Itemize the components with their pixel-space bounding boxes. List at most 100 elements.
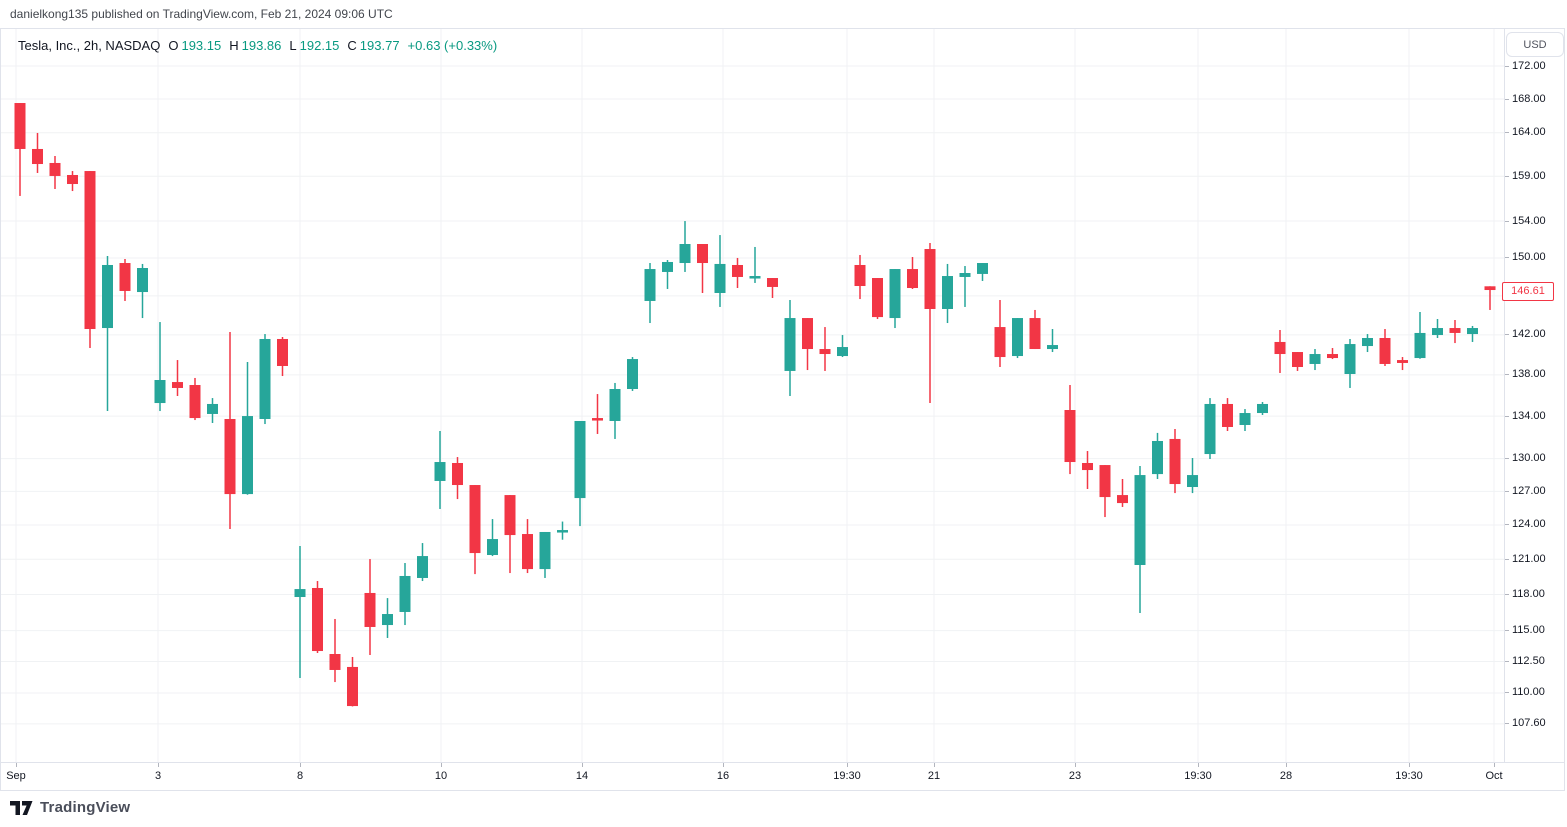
legend-change: +0.63 (+0.33%) (407, 37, 498, 53)
price-axis-label: 159.00 (1512, 169, 1546, 182)
candle (644, 269, 656, 301)
candle (504, 495, 516, 536)
candle (84, 171, 96, 330)
time-axis-tick (15, 763, 17, 767)
candle (329, 654, 341, 670)
price-axis-tick (1505, 220, 1509, 222)
legend-high-label: H (229, 37, 239, 53)
candle (434, 462, 446, 481)
candle (819, 349, 831, 355)
legend-open-value: 193.15 (181, 37, 222, 53)
candle (102, 264, 113, 329)
candle (452, 462, 463, 486)
candle (592, 418, 603, 421)
candle (679, 244, 691, 264)
candle (977, 263, 988, 274)
price-axis-label: 142.00 (1512, 328, 1546, 341)
time-axis-tick (1493, 763, 1495, 767)
price-axis-tick (1505, 630, 1509, 632)
legend-high-value: 193.86 (241, 37, 282, 53)
currency-usd-button[interactable]: USD (1506, 32, 1564, 57)
time-axis-label: 16 (716, 770, 730, 782)
candle (889, 269, 901, 319)
candle (49, 162, 61, 176)
candle (837, 347, 848, 357)
candle (662, 261, 673, 272)
candle (1257, 403, 1268, 414)
candle (627, 359, 638, 390)
candle (172, 382, 183, 388)
candle (1099, 465, 1111, 498)
candle (994, 327, 1006, 358)
symbol-title[interactable]: Tesla, Inc., 2h, NASDAQ (18, 37, 161, 53)
time-axis-tick (846, 763, 848, 767)
candle (1029, 318, 1041, 350)
candle (1344, 344, 1356, 374)
price-axis-tick (1505, 524, 1509, 526)
price-axis-label: 172.00 (1512, 59, 1546, 72)
candle (1362, 337, 1373, 347)
price-axis-tick (1505, 660, 1509, 662)
candle (574, 420, 586, 499)
chart-widget: Tesla, Inc., 2h, NASDAQ O 193.15 H 193.86 … (0, 28, 1565, 791)
candle (907, 269, 918, 289)
candle (399, 575, 411, 612)
price-axis-label: 138.00 (1512, 368, 1546, 381)
candle (1309, 354, 1321, 364)
price-axis-label: 118.00 (1512, 588, 1545, 600)
time-axis-label: 8 (296, 770, 304, 782)
time-axis-label: Sep (6, 770, 26, 782)
candle (242, 416, 253, 495)
candle (14, 103, 26, 149)
candle (1239, 413, 1251, 425)
candle (1397, 360, 1408, 363)
price-axis-label: 127.00 (1512, 484, 1546, 497)
candle (207, 403, 218, 414)
price-axis-label: 154.00 (1512, 214, 1546, 227)
time-axis-tick (581, 763, 583, 767)
candle (539, 531, 551, 570)
candlestick-chart-pane[interactable] (1, 29, 1504, 762)
candle (224, 418, 236, 495)
candle (557, 530, 568, 533)
candle (417, 556, 428, 578)
candle (1449, 328, 1461, 333)
time-axis-label: 10 (434, 770, 448, 782)
candle (522, 534, 533, 570)
time-axis-tick (157, 763, 159, 767)
price-axis[interactable]: 172.00 168.00 164.00 159.00 154.00 150.00 142.… (1504, 29, 1565, 762)
time-axis-label: 19:30 (1395, 770, 1423, 782)
chart-legend: Tesla, Inc., 2h, NASDAQ O 193.15 H 193.86 … (18, 36, 497, 54)
legend-low-label: L (289, 37, 297, 53)
candle (1484, 286, 1496, 291)
tradingview-logo[interactable]: TradingView (10, 799, 130, 816)
candle (382, 614, 393, 626)
price-axis-label: 112.50 (1512, 654, 1545, 667)
price-axis-tick (1505, 374, 1509, 376)
time-axis-tick (440, 763, 442, 767)
candle (1432, 328, 1443, 336)
attribution-text: danielkong135 published on TradingView.c… (10, 7, 393, 21)
price-axis-tick (1505, 334, 1509, 336)
candle (294, 589, 306, 598)
time-axis-label: 19:30 (833, 770, 861, 782)
price-axis-label: 107.60 (1512, 717, 1546, 730)
price-axis-tick (1505, 65, 1509, 67)
candle (749, 276, 761, 279)
candle (1327, 354, 1338, 359)
candle (1292, 352, 1303, 368)
time-axis-tick (1408, 763, 1410, 767)
candle (1082, 462, 1093, 471)
legend-low-value: 192.15 (299, 37, 340, 53)
candle (1274, 341, 1286, 355)
candle (1064, 410, 1076, 463)
price-axis-tick (1505, 723, 1509, 725)
time-axis-tick (1197, 763, 1199, 767)
time-axis[interactable]: Sep 3 8 10 14 16 19:30 21 23 19:30 28 19:30 Oct (1, 762, 1564, 791)
price-axis-tick (1505, 490, 1509, 492)
candle (802, 318, 813, 350)
candle (924, 249, 936, 309)
candle (1379, 337, 1391, 364)
last-price-badge: 146.61 (1502, 281, 1554, 301)
price-axis-label: 130.00 (1512, 452, 1546, 465)
